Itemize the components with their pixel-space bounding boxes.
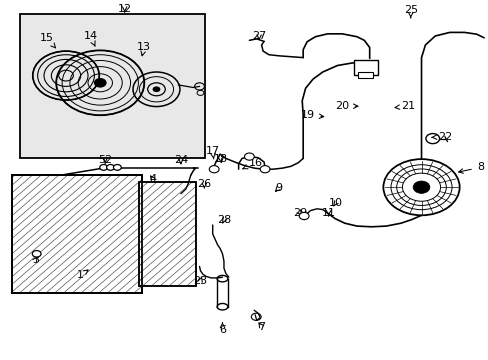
Circle shape: [113, 165, 121, 170]
Text: 1: 1: [77, 270, 88, 280]
Text: 25: 25: [403, 5, 417, 18]
Text: 8: 8: [458, 162, 483, 173]
Text: 6: 6: [219, 323, 225, 336]
Text: 17: 17: [205, 146, 219, 159]
Text: 16: 16: [243, 158, 262, 169]
Text: 14: 14: [83, 31, 97, 46]
Ellipse shape: [217, 303, 227, 310]
Text: 9: 9: [275, 183, 282, 193]
Text: 15: 15: [40, 33, 56, 48]
Bar: [139, 182, 195, 286]
Circle shape: [209, 166, 219, 173]
Text: 52: 52: [98, 155, 112, 165]
Text: 18: 18: [214, 154, 227, 164]
Text: 23: 23: [193, 276, 207, 286]
Text: 4: 4: [149, 174, 156, 184]
Text: 3: 3: [32, 255, 39, 265]
Bar: [12, 175, 142, 293]
Bar: [20, 14, 205, 158]
Text: 26: 26: [197, 179, 211, 189]
Text: 13: 13: [137, 42, 151, 56]
Text: 19: 19: [301, 110, 323, 120]
Circle shape: [383, 159, 459, 215]
Circle shape: [299, 212, 308, 220]
Text: 24: 24: [173, 155, 188, 165]
Bar: [139, 182, 195, 286]
Circle shape: [260, 166, 269, 173]
Circle shape: [106, 165, 114, 170]
Text: 22: 22: [431, 132, 451, 142]
Circle shape: [32, 251, 41, 257]
Text: 10: 10: [328, 198, 342, 208]
Text: 29: 29: [292, 208, 307, 218]
Circle shape: [100, 165, 107, 170]
Text: 7: 7: [258, 322, 264, 332]
Text: 20: 20: [335, 101, 357, 111]
Circle shape: [412, 181, 429, 193]
Bar: [12, 175, 142, 293]
Bar: [353, 60, 377, 75]
Text: 27: 27: [251, 31, 266, 41]
Text: 28: 28: [216, 215, 231, 225]
Bar: [358, 72, 372, 78]
Circle shape: [152, 86, 160, 92]
Circle shape: [244, 153, 254, 160]
Text: 21: 21: [394, 101, 414, 111]
Text: 12: 12: [118, 4, 131, 14]
Text: 11: 11: [321, 208, 335, 218]
Circle shape: [94, 78, 106, 87]
